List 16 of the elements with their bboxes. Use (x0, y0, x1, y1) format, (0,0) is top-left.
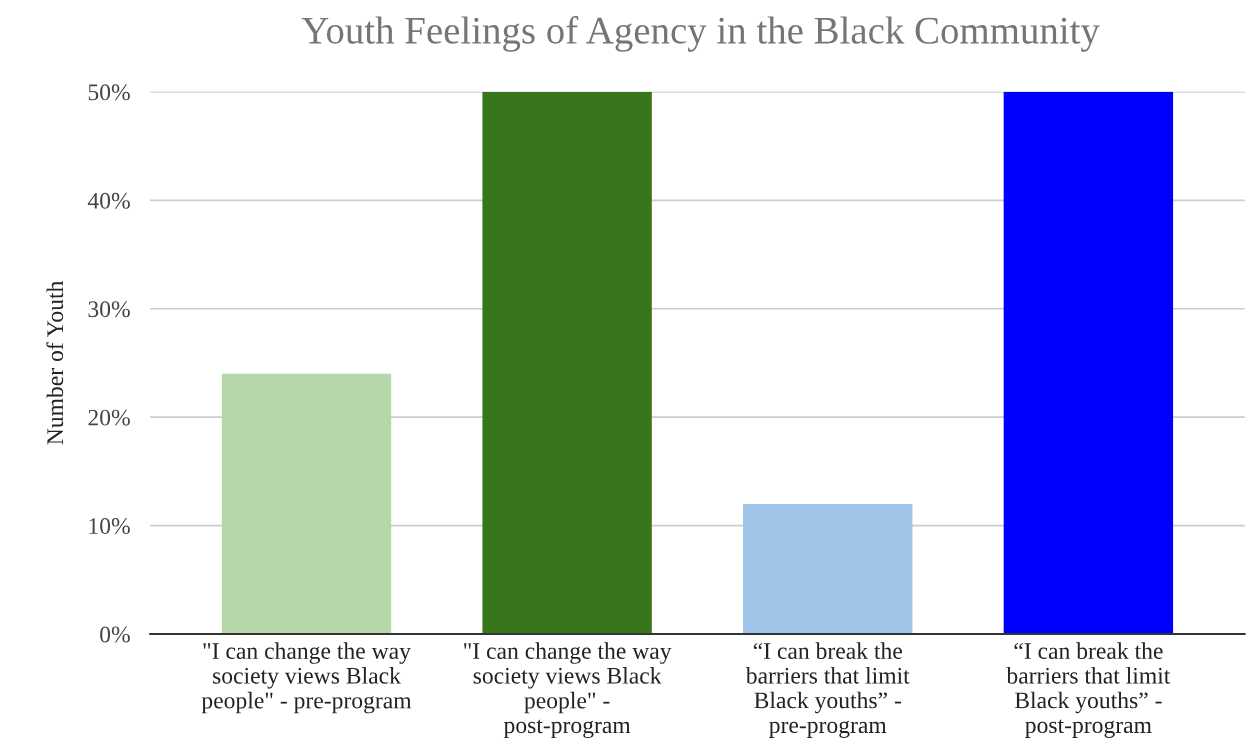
y-tick-label: 50% (88, 84, 130, 101)
bar (1003, 91, 1174, 635)
y-tick-label: 40% (87, 192, 130, 209)
bar (482, 91, 652, 635)
x-tick-label: "I can change the way society views Black people" - pre-program (201, 642, 412, 714)
y-tick-label: 10% (89, 518, 130, 535)
chart-title: Youth Feelings of Agency in the Black Community (301, 16, 1100, 52)
y-tick-label: 20% (88, 409, 130, 426)
x-tick-label: “I can break the barriers that limit Black youths” - post-program (1006, 642, 1171, 738)
x-tick-label: "I can change the way society views Black people" - post-program (464, 642, 672, 739)
x-tick-label: “I can break the barriers that limit Black youths” - pre-program (745, 642, 910, 738)
y-tick-label: 0% (100, 626, 130, 643)
bar (743, 503, 913, 635)
bar (221, 373, 392, 635)
y-tick-label: 30% (88, 301, 130, 318)
y-axis-title: Number of Youth (46, 280, 64, 445)
